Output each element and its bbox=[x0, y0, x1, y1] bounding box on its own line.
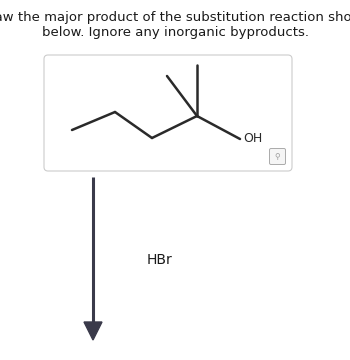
Text: Draw the major product of the substitution reaction shown: Draw the major product of the substituti… bbox=[0, 11, 350, 24]
FancyBboxPatch shape bbox=[44, 55, 292, 171]
Polygon shape bbox=[84, 322, 102, 340]
Text: below. Ignore any inorganic byproducts.: below. Ignore any inorganic byproducts. bbox=[42, 26, 308, 39]
Text: HBr: HBr bbox=[147, 253, 173, 267]
Text: ⚲: ⚲ bbox=[275, 152, 280, 161]
FancyBboxPatch shape bbox=[270, 148, 286, 165]
Text: OH: OH bbox=[243, 131, 262, 144]
